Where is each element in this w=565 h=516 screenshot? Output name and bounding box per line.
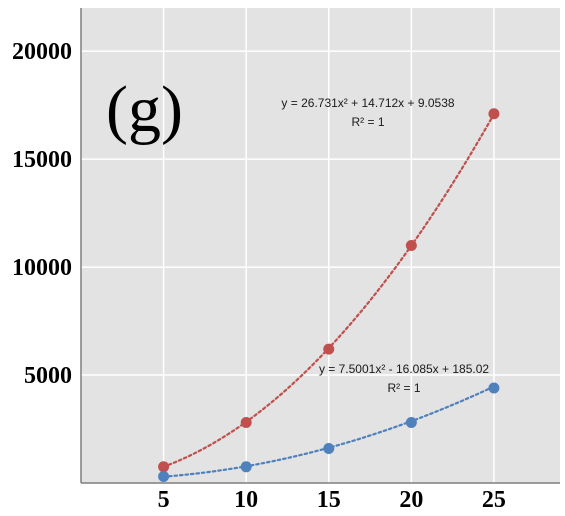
- x-tick-label: 25: [482, 487, 506, 513]
- axes: [80, 8, 560, 484]
- x-tick-label: 5: [158, 487, 170, 513]
- data-point-series-0: [405, 240, 417, 251]
- data-point-series-1: [323, 442, 335, 454]
- data-point-series-0: [240, 417, 252, 429]
- x-tick-label: 20: [399, 487, 423, 513]
- y-tick-label: 20000: [12, 39, 72, 65]
- y-tick-label: 5000: [24, 363, 72, 389]
- trendline-equation-red: y = 26.731x² + 14.712x + 9.0538: [281, 96, 454, 110]
- plot-area: [81, 8, 560, 483]
- tick-labels: 5 10 15 20 25 5000 10000 15000 20000: [12, 39, 506, 513]
- data-points: [158, 108, 500, 483]
- trendline-r2-blue: R² = 1: [387, 381, 420, 395]
- y-tick-label: 15000: [12, 147, 72, 173]
- x-tick-label: 10: [234, 487, 258, 513]
- trendline-r2-red: R² = 1: [351, 115, 384, 129]
- data-point-series-1: [158, 471, 170, 483]
- panel-label: (g): [106, 73, 183, 146]
- trendline-equation-blue: y = 7.5001x² - 16.085x + 185.02: [319, 362, 489, 376]
- y-tick-label: 10000: [12, 255, 72, 281]
- gridlines: [81, 8, 560, 483]
- data-point-series-1: [488, 382, 500, 394]
- data-point-series-0: [488, 108, 500, 120]
- x-tick-label: 15: [317, 487, 341, 513]
- data-point-series-1: [405, 417, 417, 429]
- data-point-series-0: [158, 461, 170, 473]
- data-point-series-0: [323, 343, 335, 355]
- data-point-series-1: [240, 461, 252, 473]
